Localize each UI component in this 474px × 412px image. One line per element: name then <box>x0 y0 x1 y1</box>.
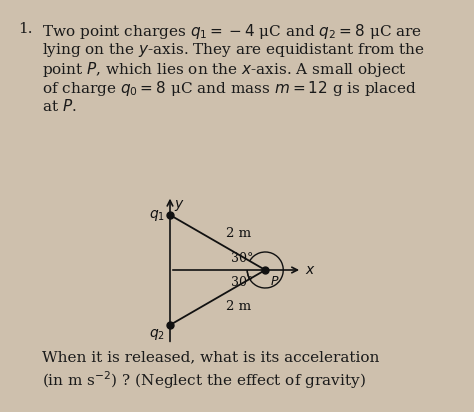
Text: $P$: $P$ <box>270 275 280 288</box>
Text: of charge $q_0 = 8$ μC and mass $m = 12$ g is placed: of charge $q_0 = 8$ μC and mass $m = 12$… <box>42 79 417 98</box>
Text: lying on the $y$-axis. They are equidistant from the: lying on the $y$-axis. They are equidist… <box>42 41 425 59</box>
Text: point $P$, which lies on the $x$-axis. A small object: point $P$, which lies on the $x$-axis. A… <box>42 60 407 79</box>
Text: $q_1$: $q_1$ <box>149 208 165 222</box>
Text: 30°: 30° <box>231 276 254 288</box>
Text: (in m s$^{-2}$) ? (Neglect the effect of gravity): (in m s$^{-2}$) ? (Neglect the effect of… <box>42 369 366 391</box>
Text: 30°: 30° <box>231 251 254 265</box>
Text: Two point charges $q_1 = -4$ μC and $q_2 = 8$ μC are: Two point charges $q_1 = -4$ μC and $q_2… <box>42 22 422 41</box>
Text: $q_2$: $q_2$ <box>149 327 165 342</box>
Text: $x$: $x$ <box>305 263 316 277</box>
Text: 2 m: 2 m <box>226 300 251 314</box>
Text: 1.: 1. <box>18 22 33 36</box>
Text: $y$: $y$ <box>174 198 185 213</box>
Text: 2 m: 2 m <box>226 227 251 239</box>
Text: When it is released, what is its acceleration: When it is released, what is its acceler… <box>42 350 379 364</box>
Text: at $P$.: at $P$. <box>42 98 77 114</box>
